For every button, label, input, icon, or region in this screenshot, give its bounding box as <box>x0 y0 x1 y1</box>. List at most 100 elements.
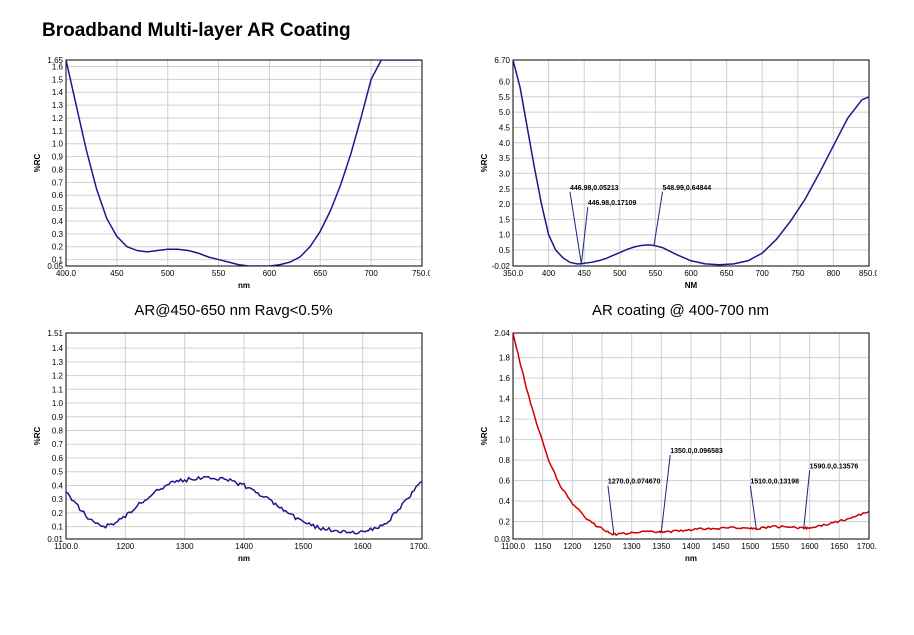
svg-text:0.5: 0.5 <box>52 468 64 477</box>
svg-text:1450: 1450 <box>712 542 730 551</box>
svg-text:1700.0: 1700.0 <box>410 542 430 551</box>
svg-text:1550: 1550 <box>771 542 789 551</box>
svg-text:nm: nm <box>238 281 250 290</box>
svg-text:1.0: 1.0 <box>499 436 511 445</box>
chart-4-cell: 1100.01150120012501300135014001450150015… <box>477 325 884 565</box>
svg-text:1270.0,0.074670: 1270.0,0.074670 <box>608 479 661 486</box>
svg-text:1.5: 1.5 <box>52 75 64 84</box>
svg-text:1250: 1250 <box>593 542 611 551</box>
svg-text:1200: 1200 <box>563 542 581 551</box>
svg-text:1.0: 1.0 <box>499 231 511 240</box>
svg-text:1600: 1600 <box>801 542 819 551</box>
svg-text:1.8: 1.8 <box>499 354 511 363</box>
chart-grid: 400.0450500550600650700750.00.050.10.20.… <box>30 52 884 565</box>
svg-text:6.70: 6.70 <box>494 56 510 65</box>
svg-text:0.1: 0.1 <box>52 523 64 532</box>
svg-text:0.6: 0.6 <box>499 477 511 486</box>
svg-text:1510.0,0.13198: 1510.0,0.13198 <box>750 479 799 486</box>
svg-text:0.01: 0.01 <box>47 535 63 544</box>
svg-text:1.2: 1.2 <box>499 415 511 424</box>
svg-text:1.65: 1.65 <box>47 56 63 65</box>
svg-text:1350: 1350 <box>652 542 670 551</box>
svg-text:548.99,0.64844: 548.99,0.64844 <box>663 185 712 192</box>
chart-1-caption: AR@450-650 nm Ravg<0.5% <box>30 302 437 319</box>
svg-text:0.9: 0.9 <box>52 153 64 162</box>
svg-text:0.6: 0.6 <box>52 191 64 200</box>
svg-text:0.6: 0.6 <box>52 454 64 463</box>
svg-text:1.51: 1.51 <box>47 329 63 338</box>
svg-text:750: 750 <box>791 269 805 278</box>
svg-text:0.8: 0.8 <box>52 427 64 436</box>
svg-text:NM: NM <box>685 281 698 290</box>
svg-text:1.5: 1.5 <box>499 215 511 224</box>
svg-text:1600: 1600 <box>354 542 372 551</box>
svg-text:500: 500 <box>161 269 175 278</box>
chart-2-cell: 350.0400450500550600650700750800850.0-0.… <box>477 52 884 292</box>
chart-3: 1100.0120013001400150016001700.00.010.10… <box>30 325 430 565</box>
svg-text:4.5: 4.5 <box>499 123 511 132</box>
chart-1: 400.0450500550600650700750.00.050.10.20.… <box>30 52 430 292</box>
svg-text:1.4: 1.4 <box>499 395 511 404</box>
svg-text:1.3: 1.3 <box>52 358 64 367</box>
svg-text:1400: 1400 <box>235 542 253 551</box>
svg-text:0.3: 0.3 <box>52 495 64 504</box>
svg-text:1350.0,0.096583: 1350.0,0.096583 <box>670 448 723 455</box>
svg-text:%RC: %RC <box>480 153 489 172</box>
svg-text:1.4: 1.4 <box>52 344 64 353</box>
svg-text:450: 450 <box>578 269 592 278</box>
svg-text:0.2: 0.2 <box>499 518 511 527</box>
svg-text:450: 450 <box>110 269 124 278</box>
svg-text:446.98,0.05213: 446.98,0.05213 <box>570 185 619 192</box>
svg-text:0.4: 0.4 <box>499 497 511 506</box>
svg-text:2.0: 2.0 <box>499 200 511 209</box>
page-title: Broadband Multi-layer AR Coating <box>42 20 884 42</box>
svg-text:1650: 1650 <box>830 542 848 551</box>
svg-text:1.2: 1.2 <box>52 114 64 123</box>
svg-text:1.3: 1.3 <box>52 101 64 110</box>
svg-text:6.0: 6.0 <box>499 77 511 86</box>
svg-text:0.1: 0.1 <box>52 256 64 265</box>
svg-text:600: 600 <box>684 269 698 278</box>
chart-4: 1100.01150120012501300135014001450150015… <box>477 325 877 565</box>
svg-text:1.1: 1.1 <box>52 385 64 394</box>
svg-text:0.5: 0.5 <box>499 246 511 255</box>
svg-text:4.0: 4.0 <box>499 139 511 148</box>
svg-text:550: 550 <box>649 269 663 278</box>
svg-text:1.6: 1.6 <box>499 374 511 383</box>
svg-text:700: 700 <box>364 269 378 278</box>
svg-text:3.0: 3.0 <box>499 169 511 178</box>
svg-text:nm: nm <box>685 554 697 563</box>
svg-text:446.98,0.17109: 446.98,0.17109 <box>588 200 637 207</box>
svg-text:1700.0: 1700.0 <box>857 542 877 551</box>
svg-text:800: 800 <box>827 269 841 278</box>
svg-text:1300: 1300 <box>623 542 641 551</box>
svg-text:1.4: 1.4 <box>52 88 64 97</box>
chart-1-cell: 400.0450500550600650700750.00.050.10.20.… <box>30 52 437 292</box>
svg-text:0.4: 0.4 <box>52 481 64 490</box>
svg-text:1200: 1200 <box>116 542 134 551</box>
svg-text:0.4: 0.4 <box>52 217 64 226</box>
svg-text:1.2: 1.2 <box>52 372 64 381</box>
svg-text:0.5: 0.5 <box>52 204 64 213</box>
svg-text:400: 400 <box>542 269 556 278</box>
svg-text:0.9: 0.9 <box>52 413 64 422</box>
svg-text:2.04: 2.04 <box>494 329 510 338</box>
svg-text:0.8: 0.8 <box>499 456 511 465</box>
svg-text:%RC: %RC <box>33 153 42 172</box>
svg-text:1500: 1500 <box>741 542 759 551</box>
svg-text:550: 550 <box>212 269 226 278</box>
svg-text:1590.0,0.13576: 1590.0,0.13576 <box>810 463 859 470</box>
svg-text:5.5: 5.5 <box>499 93 511 102</box>
chart-2-caption: AR coating @ 400-700 nm <box>477 302 884 319</box>
svg-text:1.0: 1.0 <box>52 399 64 408</box>
svg-text:1300: 1300 <box>176 542 194 551</box>
svg-text:-0.02: -0.02 <box>492 262 511 271</box>
svg-text:1500: 1500 <box>294 542 312 551</box>
chart-3-cell: 1100.0120013001400150016001700.00.010.10… <box>30 325 437 565</box>
svg-text:1150: 1150 <box>534 542 552 551</box>
chart-2: 350.0400450500550600650700750800850.0-0.… <box>477 52 877 292</box>
svg-text:650: 650 <box>314 269 328 278</box>
svg-text:850.0: 850.0 <box>859 269 877 278</box>
svg-text:0.3: 0.3 <box>52 230 64 239</box>
svg-text:nm: nm <box>238 554 250 563</box>
